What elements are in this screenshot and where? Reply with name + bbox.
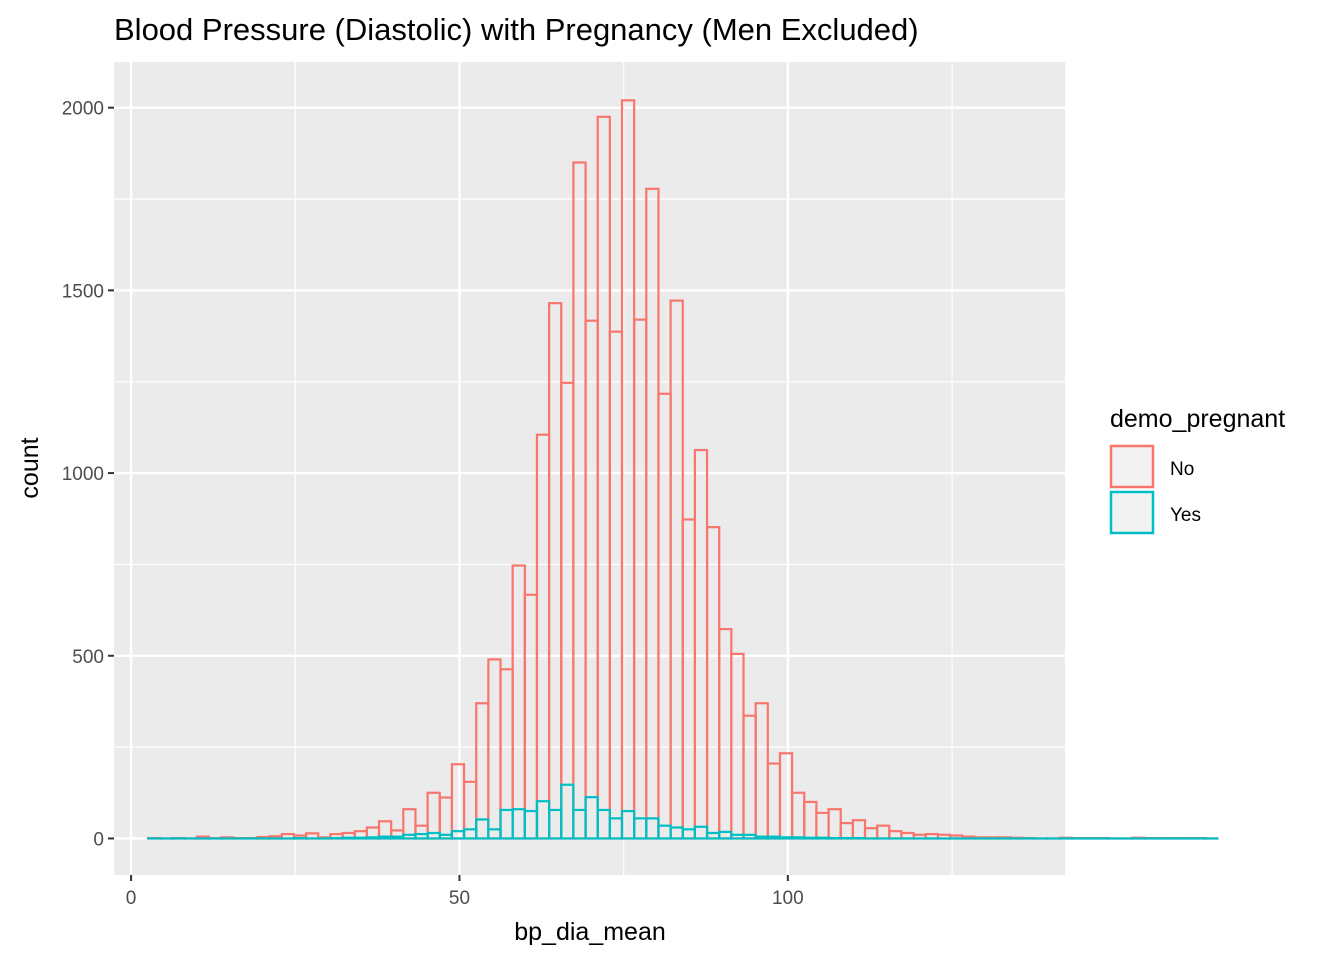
legend-key-no — [1109, 444, 1155, 489]
bar-yes — [341, 836, 356, 840]
y-tick-label: 1500 — [62, 281, 104, 302]
x-tick-label: 50 — [449, 888, 470, 909]
y-tick-label: 2000 — [62, 99, 104, 120]
legend-label-no: No — [1170, 459, 1194, 480]
y-tick-label: 500 — [72, 647, 104, 668]
legend-key-yes — [1109, 490, 1155, 535]
x-tick-label: 100 — [772, 888, 804, 909]
legend: demo_pregnant No Yes — [1109, 405, 1285, 535]
bar-yes — [778, 836, 794, 840]
bar-yes — [754, 835, 769, 840]
x-axis: 0 50 100 — [126, 875, 804, 909]
bar-yes — [390, 835, 405, 840]
y-tick-label: 0 — [93, 829, 104, 850]
bar-yes — [791, 836, 806, 840]
legend-label-yes: Yes — [1170, 505, 1201, 526]
grid-minor — [114, 62, 1065, 875]
bar-yes — [377, 835, 393, 840]
bar-yes — [365, 836, 381, 840]
legend-title: demo_pregnant — [1110, 405, 1285, 433]
chart-title: Blood Pressure (Diastolic) with Pregnanc… — [114, 12, 919, 47]
y-axis: 0 500 1000 1500 2000 — [62, 99, 114, 850]
y-tick-label: 1000 — [62, 464, 104, 485]
bar-yes — [353, 836, 368, 840]
plot-panel — [114, 62, 1065, 875]
bar-yes — [803, 836, 818, 840]
bars-yes — [147, 783, 1219, 840]
bar-yes — [815, 836, 830, 840]
x-axis-title: bp_dia_mean — [514, 918, 666, 946]
bar-yes — [766, 835, 782, 840]
y-axis-title: count — [16, 437, 44, 498]
x-tick-label: 0 — [126, 888, 137, 909]
